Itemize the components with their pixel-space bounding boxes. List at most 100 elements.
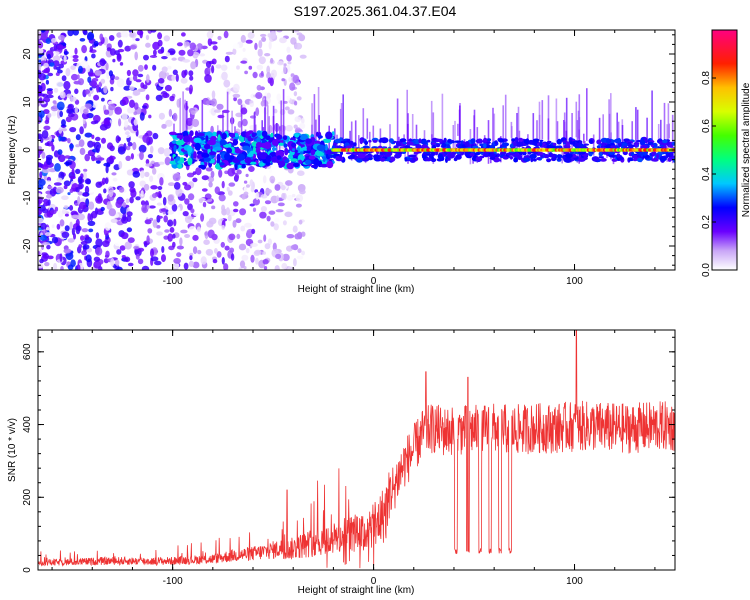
heatmap-noise-cell — [173, 218, 177, 227]
heatmap-band-cell — [308, 155, 316, 160]
heatmap-noise-cell — [282, 253, 290, 262]
heatmap-noise-cell — [129, 76, 134, 82]
heatmap-streak — [452, 125, 455, 153]
heatmap-noise-cell — [184, 215, 193, 224]
heatmap-noise-cell — [57, 149, 63, 156]
heatmap-tone-envelope — [616, 153, 621, 158]
heatmap-band-cell — [168, 131, 177, 136]
heatmap-noise-cell — [255, 257, 259, 265]
heatmap-noise-cell — [58, 34, 65, 41]
heatmap-streak — [602, 114, 604, 151]
heatmap-streak — [565, 97, 568, 144]
heatmap-noise-cell — [285, 124, 293, 132]
heatmap-noise-cell — [105, 250, 110, 258]
heatmap-noise-cell — [238, 243, 247, 251]
heatmap-noise-cell — [182, 181, 188, 186]
heatmap-noise-cell — [294, 100, 298, 106]
heatmap-noise-cell — [45, 154, 54, 160]
heatmap-noise-cell — [137, 73, 144, 78]
heatmap-noise-cell — [67, 192, 71, 196]
heatmap-noise-cell — [175, 73, 179, 82]
heatmap-noise-cell — [158, 70, 167, 80]
heatmap-band-cell — [255, 141, 263, 148]
heatmap-noise-cell — [129, 99, 135, 109]
heatmap-tone-envelope — [357, 153, 366, 159]
heatmap-tone-envelope — [634, 143, 638, 148]
heatmap-band-cell — [221, 132, 227, 140]
heatmap-streak — [671, 114, 674, 164]
heatmap-noise-cell — [216, 103, 224, 110]
x-tick-label: 100 — [566, 276, 583, 287]
heatmap-noise-cell — [298, 34, 306, 42]
heatmap-noise-cell — [71, 214, 79, 219]
heatmap-noise-cell — [164, 229, 170, 233]
heatmap-noise-cell — [45, 79, 50, 85]
heatmap-band-cell — [242, 145, 251, 151]
heatmap-noise-cell — [189, 255, 193, 261]
heatmap-noise-cell — [38, 62, 42, 71]
heatmap-band-cell — [263, 141, 272, 150]
heatmap-noise-cell — [69, 143, 74, 149]
heatmap-noise-cell — [207, 37, 213, 47]
heatmap-noise-cell — [38, 116, 42, 124]
heatmap-noise-cell — [92, 102, 98, 108]
heatmap-band-cell — [271, 147, 277, 151]
heatmap-noise-cell — [91, 78, 99, 82]
heatmap-noise-cell — [124, 45, 131, 52]
heatmap-noise-cell — [134, 51, 138, 61]
heatmap-noise-cell — [72, 58, 79, 63]
colorbar-tick-label: 0.6 — [701, 119, 712, 133]
heatmap-band-cell — [293, 162, 300, 168]
heatmap-noise-cell — [161, 123, 167, 129]
heatmap-noise-cell — [180, 229, 188, 234]
heatmap-tone-envelope — [671, 141, 675, 146]
heatmap-noise-cell — [95, 136, 101, 142]
heatmap-tone-envelope — [518, 137, 524, 142]
heatmap-noise-cell — [143, 54, 149, 61]
x-tick-label: -100 — [163, 276, 183, 287]
heatmap-noise-cell — [286, 95, 291, 101]
heatmap-noise-cell — [218, 169, 223, 178]
heatmap-noise-cell — [38, 198, 41, 207]
heatmap-noise-cell — [142, 134, 150, 143]
heatmap-noise-cell — [297, 248, 302, 254]
heatmap-tone-envelope — [596, 139, 602, 145]
heatmap-band-cell — [246, 153, 254, 158]
heatmap-band-cell — [261, 130, 268, 138]
heatmap-noise-cell — [108, 35, 115, 41]
heatmap-noise-cell — [183, 262, 189, 270]
heatmap-noise-cell — [273, 108, 278, 114]
heatmap-noise-cell — [171, 74, 176, 82]
heatmap-noise-cell — [100, 78, 106, 84]
heatmap-noise-cell — [270, 221, 275, 227]
heatmap-noise-cell — [277, 61, 284, 66]
heatmap-noise-cell — [198, 198, 203, 204]
heatmap-band-cell — [212, 131, 217, 137]
heatmap-tone-envelope — [530, 151, 535, 154]
y-tick-label: 200 — [22, 488, 33, 505]
heatmap-streak — [547, 95, 550, 140]
heatmap-band-cell — [194, 142, 201, 151]
snr-ylabel: SNR (10 * v/v) — [7, 418, 18, 482]
heatmap-streak — [473, 109, 476, 144]
heatmap-streak — [234, 126, 236, 137]
heatmap-noise-cell — [78, 244, 83, 249]
heatmap-noise-cell — [236, 233, 241, 240]
heatmap-noise-cell — [126, 69, 131, 77]
heatmap-noise-cell — [245, 173, 249, 178]
heatmap-streak — [457, 123, 459, 136]
heatmap-noise-cell — [126, 145, 131, 151]
heatmap-noise-cell — [133, 111, 138, 116]
heatmap-noise-cell — [281, 192, 286, 200]
heatmap-tone-envelope — [564, 157, 572, 163]
heatmap-streak — [372, 125, 375, 142]
heatmap-noise-cell — [80, 240, 88, 245]
heatmap-streak — [636, 109, 639, 140]
heatmap-noise-cell — [137, 247, 145, 252]
heatmap-noise-cell — [263, 266, 268, 270]
heatmap-tone-envelope — [373, 157, 380, 160]
heatmap-noise-cell — [62, 208, 67, 215]
heatmap-streak — [571, 113, 573, 152]
heatmap-noise-cell — [163, 35, 170, 42]
heatmap-noise-cell — [164, 156, 171, 166]
